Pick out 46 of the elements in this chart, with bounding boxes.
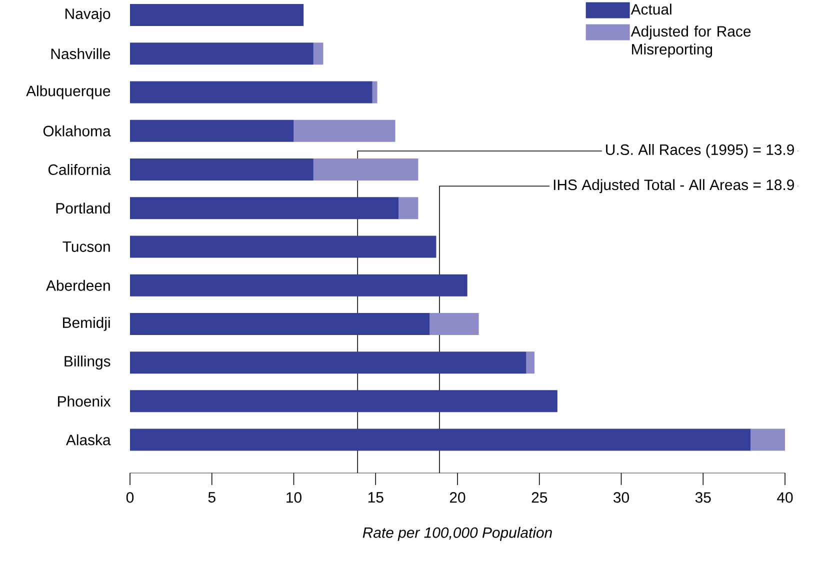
x-tick-label: 25	[532, 492, 548, 503]
bar	[313, 42, 324, 65]
x-tick-label: 0	[126, 492, 134, 503]
x-tick-label: 10	[286, 492, 302, 503]
y-tick-label: Phoenix	[58, 396, 111, 407]
bar	[130, 197, 399, 220]
ref-line-label: IHS Adjusted Total - All Areas = 18.9	[554, 179, 794, 194]
bar	[130, 352, 526, 374]
y-tick-label: Alaska	[66, 434, 111, 446]
bar	[130, 236, 436, 258]
y-tick-label: Aberdeen	[46, 280, 110, 291]
y-tick-label: Billings	[64, 356, 110, 370]
x-tick-label: 40	[777, 492, 793, 503]
legend-label: Actual	[630, 4, 672, 15]
bar	[750, 428, 786, 451]
bar	[313, 158, 418, 181]
y-tick-label: California	[48, 164, 111, 175]
bar	[130, 390, 558, 412]
y-tick-label: Navajo	[66, 8, 110, 22]
y-tick-label: Portland	[56, 202, 110, 214]
y-tick-label: Albuquerque	[26, 85, 110, 100]
bar	[130, 158, 314, 181]
bar	[526, 352, 534, 374]
bar	[130, 42, 314, 65]
bar	[430, 312, 479, 335]
bar	[130, 428, 751, 451]
y-tick-label: Tucson	[62, 242, 110, 252]
x-tick-label: 20	[450, 492, 466, 503]
y-tick-label: Nashville	[51, 48, 110, 60]
bar	[130, 312, 430, 335]
x-tick-label: 30	[614, 492, 629, 503]
y-tick-label: Oklahoma	[43, 125, 111, 136]
bar	[294, 120, 396, 142]
bar	[372, 81, 378, 104]
bar	[398, 197, 418, 220]
bar	[130, 81, 372, 104]
x-tick-label: 15	[368, 492, 384, 503]
bar	[130, 120, 294, 142]
y-tick-label: Bemidji	[63, 316, 110, 331]
bar	[130, 4, 304, 26]
x-tick-label: 5	[208, 492, 216, 503]
ref-line-label: U.S. All Races (1995) = 13.9	[606, 144, 794, 158]
legend-label: Adjusted for Race Misreporting	[630, 26, 751, 58]
x-axis-title: Rate per 100,000 Population	[362, 526, 552, 541]
x-tick-label: 35	[695, 492, 711, 503]
bar	[130, 274, 468, 296]
